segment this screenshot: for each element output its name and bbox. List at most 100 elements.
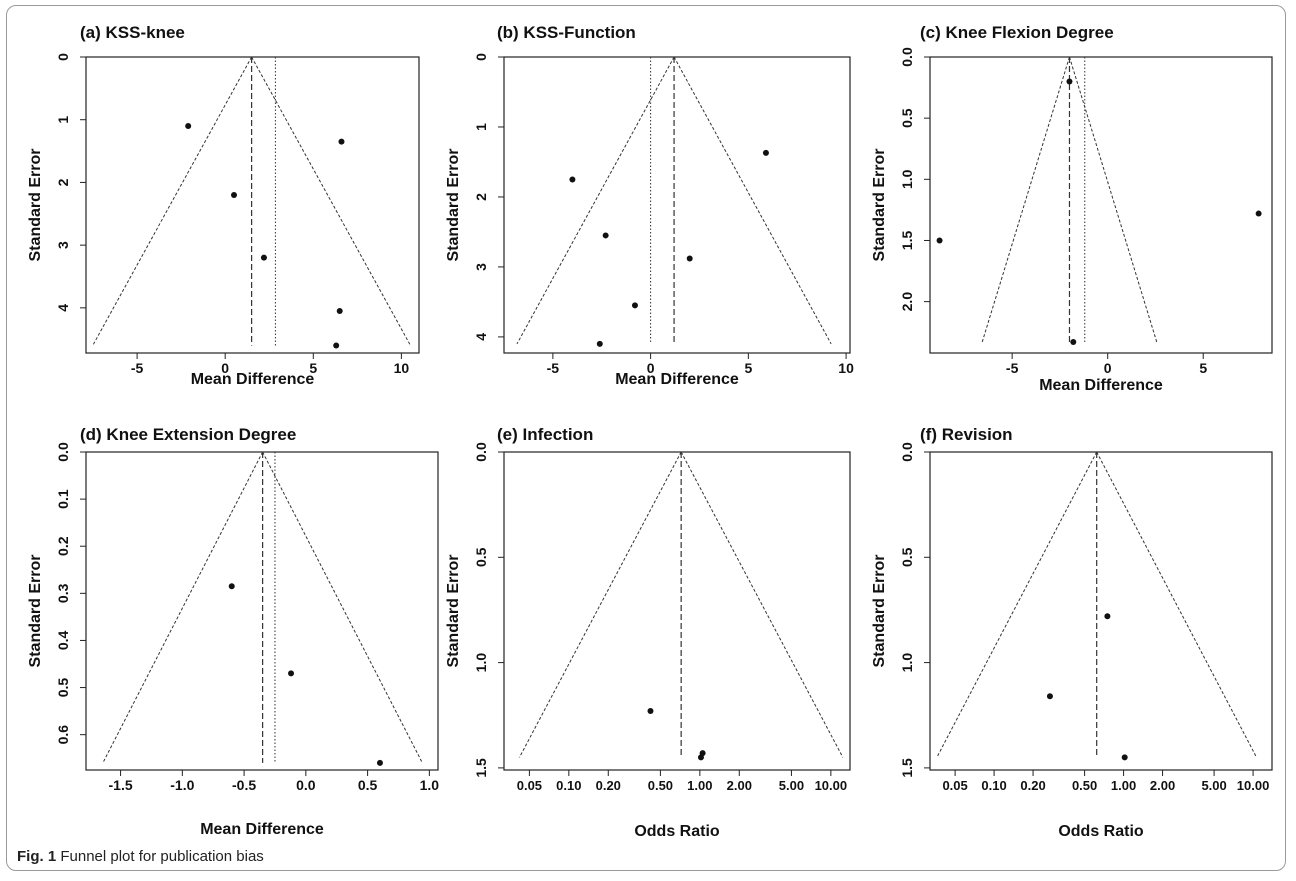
plot-area xyxy=(503,451,851,771)
x-tick-label: -1.5 xyxy=(109,777,133,793)
funnel-left-line xyxy=(981,56,1070,343)
y-tick-label: 0.0 xyxy=(899,442,915,462)
x-tick-label: 5 xyxy=(1199,360,1207,376)
x-tick-label: 0 xyxy=(1104,360,1112,376)
x-axis-label: Odds Ratio xyxy=(634,823,720,840)
funnel-right-line xyxy=(673,56,832,345)
chart-panel-2: (b) KSS-Function -5 0 5 10 0 1 2 3 4 Mean Differen… xyxy=(445,23,854,388)
x-axis-label: Mean Difference xyxy=(191,371,315,388)
x-axis-label: Mean Difference xyxy=(200,821,324,838)
chart-title: (d) Knee Extension Degree xyxy=(80,425,296,444)
x-tick-label: 0.05 xyxy=(942,778,967,793)
x-tick-label: 0.5 xyxy=(358,777,378,793)
study-point xyxy=(596,340,603,347)
study-point xyxy=(1046,693,1053,700)
y-tick-label: 0.1 xyxy=(55,489,71,509)
y-tick-label: 0.0 xyxy=(55,442,71,462)
x-tick-label: -5 xyxy=(1006,360,1019,376)
x-tick-label: 0 xyxy=(221,360,229,376)
y-axis-label: Standard Error xyxy=(27,149,44,262)
y-tick-label: 2.0 xyxy=(899,292,915,312)
x-tick-label: 2.00 xyxy=(1150,778,1175,793)
study-point xyxy=(260,254,267,261)
x-tick-label: -1.0 xyxy=(170,777,194,793)
y-tick-label: 4 xyxy=(473,333,489,341)
study-point xyxy=(569,176,576,183)
funnel-left-line xyxy=(519,451,682,758)
chart-title: (c) Knee Flexion Degree xyxy=(920,23,1114,42)
x-tick-label: 5.00 xyxy=(1201,778,1226,793)
x-axis-label: Mean Difference xyxy=(615,371,739,388)
y-tick-label: 2 xyxy=(55,178,71,186)
y-tick-label: 1 xyxy=(473,123,489,131)
y-tick-label: 0.0 xyxy=(899,47,915,67)
x-tick-label: 1.0 xyxy=(420,777,440,793)
x-tick-label: 5.00 xyxy=(779,778,804,793)
x-tick-label: 0.05 xyxy=(517,778,542,793)
study-point xyxy=(231,191,237,198)
plot-area xyxy=(503,56,851,354)
y-tick-label: 0.0 xyxy=(473,442,489,462)
x-tick-label: -0.5 xyxy=(232,777,256,793)
x-tick-label: 0.50 xyxy=(1072,778,1097,793)
chart-title: (a) KSS-knee xyxy=(80,23,185,42)
y-tick-label: 1.5 xyxy=(899,758,915,778)
study-point xyxy=(1121,754,1128,761)
y-tick-label: 1.0 xyxy=(899,653,915,673)
y-tick-label: 3 xyxy=(55,241,71,249)
y-tick-label: 1.0 xyxy=(899,169,915,189)
x-tick-label: 0.20 xyxy=(1020,778,1045,793)
x-tick-label: 10 xyxy=(838,360,854,376)
y-tick-label: 0.4 xyxy=(55,631,71,651)
y-tick-label: 0.2 xyxy=(55,536,71,556)
y-tick-label: 1.5 xyxy=(899,231,915,251)
x-axis-label: Odds Ratio xyxy=(1058,823,1144,840)
funnel-left-line xyxy=(102,451,264,764)
study-point xyxy=(333,342,340,349)
figure-caption-text: Funnel plot for publication bias xyxy=(60,848,264,865)
funnel-right-line xyxy=(1096,451,1257,758)
study-point xyxy=(1066,78,1073,85)
study-point xyxy=(1255,210,1262,217)
chart-panel-1: (a) KSS-knee -5 0 5 10 0 1 2 3 4 Mean Difference St… xyxy=(27,23,420,388)
y-axis-label: Standard Error xyxy=(445,149,462,262)
study-point xyxy=(376,759,383,766)
y-tick-label: 1.0 xyxy=(473,653,489,673)
y-tick-label: 0 xyxy=(55,53,71,61)
x-tick-label: 0 xyxy=(647,360,655,376)
study-point xyxy=(647,708,654,715)
study-point xyxy=(1104,613,1111,620)
y-tick-label: 0.5 xyxy=(473,547,489,567)
chart-panel-6: (f) Revision 0.05 0.10 0.20 0.50 1.00 2.00 5.00… xyxy=(871,425,1273,840)
funnel-right-line xyxy=(680,451,844,758)
x-tick-label: -5 xyxy=(131,360,144,376)
y-tick-label: 4 xyxy=(55,304,71,312)
study-point xyxy=(336,307,343,314)
y-tick-label: 0.5 xyxy=(899,108,915,128)
funnel-left-line xyxy=(516,56,675,345)
x-tick-label: 0.50 xyxy=(648,778,673,793)
x-tick-label: 0.10 xyxy=(981,778,1006,793)
x-tick-label: 0.0 xyxy=(296,777,316,793)
y-tick-label: 1.5 xyxy=(473,758,489,778)
x-tick-label: 1.00 xyxy=(1111,778,1136,793)
study-point xyxy=(631,302,638,309)
x-tick-label: 1.00 xyxy=(687,778,712,793)
y-tick-label: 0.5 xyxy=(55,678,71,698)
y-tick-label: 0.5 xyxy=(899,547,915,567)
plot-area xyxy=(85,56,420,354)
study-point xyxy=(228,583,235,590)
funnel-right-line xyxy=(1068,56,1158,343)
y-axis-label: Standard Error xyxy=(871,149,888,262)
chart-panel-4: (d) Knee Extension Degree -1.5 -1.0 -0.5 0.0… xyxy=(27,425,439,838)
x-tick-label: 10.00 xyxy=(1237,778,1270,793)
x-tick-label: 0.20 xyxy=(596,778,621,793)
figure-frame xyxy=(6,5,1286,871)
chart-panel-5: (e) Infection 0.05 0.10 0.20 0.50 1.00 2.00 5.0… xyxy=(445,425,851,840)
funnel-right-line xyxy=(262,451,423,764)
chart-title: (f) Revision xyxy=(920,425,1013,444)
study-point xyxy=(936,237,943,244)
y-tick-label: 0.3 xyxy=(55,583,71,603)
x-tick-label: 10.00 xyxy=(815,778,848,793)
y-tick-label: 0 xyxy=(473,53,489,61)
